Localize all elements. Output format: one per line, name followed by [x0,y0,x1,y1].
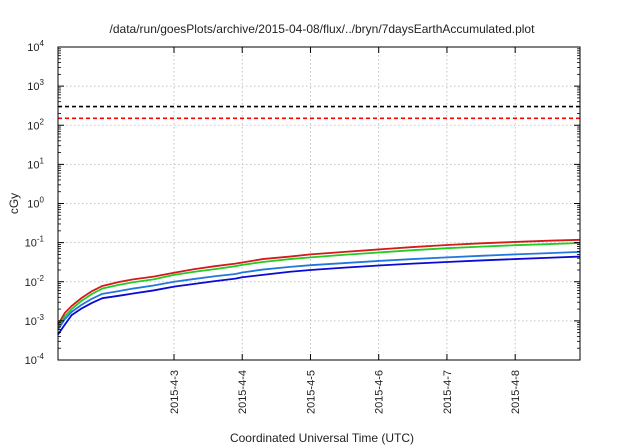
series-line [57,250,581,331]
y-tick-label: 102 [27,117,44,132]
x-axis-ticks: 2015-4-3 2015-4-4 2015-4-5 2015-4-6 2015-4-7… [169,47,522,414]
grid-lines [58,47,580,360]
x-tick-label: 2015-4-3 [169,370,181,414]
reference-lines [58,105,580,120]
chart-title: /data/run/goesPlots/archive/2015-04-08/f… [110,22,536,36]
series-line [57,238,581,326]
x-tick-label: 2015-4-6 [374,370,386,414]
y-axis-ticks: 10-4 10-3 10-2 10-1 100 101 102 103 104 [25,39,580,367]
x-axis-label: Coordinated Universal Time (UTC) [230,431,414,445]
x-tick-label: 2015-4-5 [305,370,317,414]
series-line [57,242,581,328]
x-tick-label: 2015-4-7 [442,370,454,414]
x-tick-label: 2015-4-4 [237,370,249,414]
y-tick-label: 10-3 [25,313,45,328]
y-tick-label: 10-2 [25,274,45,289]
y-tick-label: 104 [27,39,44,54]
y-axis-label: cGy [7,193,21,214]
x-tick-label: 2015-4-8 [510,370,522,414]
series-group [57,238,581,335]
y-tick-label: 100 [27,196,44,211]
y-tick-label: 10-4 [25,352,45,367]
series-line [57,255,581,335]
y-tick-label: 101 [27,156,44,171]
y-tick-label: 10-1 [25,235,45,250]
y-tick-label: 103 [27,78,44,93]
